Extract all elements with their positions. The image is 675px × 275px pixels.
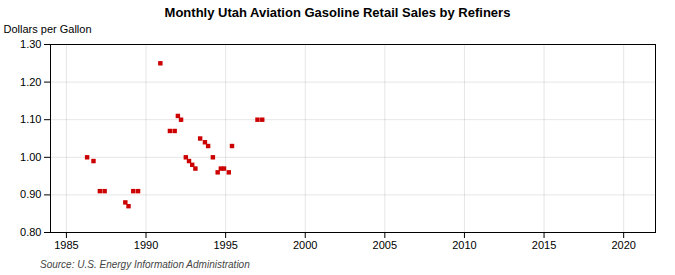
svg-text:0.90: 0.90 (20, 188, 41, 200)
svg-text:1.20: 1.20 (20, 76, 41, 88)
svg-text:1.30: 1.30 (20, 38, 41, 50)
svg-text:1985: 1985 (54, 239, 78, 251)
svg-text:2005: 2005 (373, 239, 397, 251)
html-text:Source: U.S. Energy Informatio: Source: U.S. Energy Information Administ… (40, 259, 250, 270)
svg-text:1990: 1990 (134, 239, 158, 251)
svg-text:0.80: 0.80 (20, 226, 41, 238)
svg-text:Dollars per Gallon: Dollars per Gallon (4, 23, 92, 35)
svg-text:1995: 1995 (213, 239, 237, 251)
svg-text:1.00: 1.00 (20, 151, 41, 163)
svg-text:2000: 2000 (293, 239, 317, 251)
svg-text:1.10: 1.10 (20, 113, 41, 125)
svg-text:2015: 2015 (532, 239, 556, 251)
html-text:Monthly Utah Aviation Gasoline: Monthly Utah Aviation Gasoline Retail Sa… (164, 5, 511, 20)
svg-text:2020: 2020 (611, 239, 635, 251)
svg-text:2010: 2010 (452, 239, 476, 251)
